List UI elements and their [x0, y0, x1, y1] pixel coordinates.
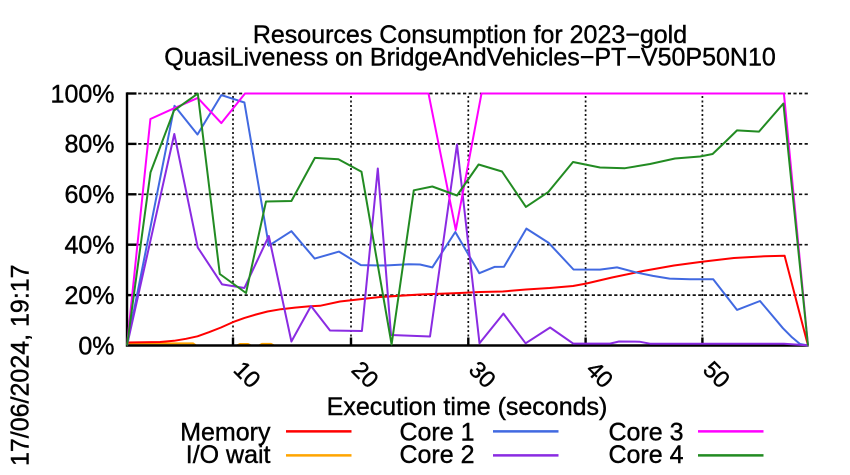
svg-text:Core 3: Core 3	[608, 419, 683, 447]
svg-text:100%: 100%	[51, 80, 115, 108]
svg-text:30: 30	[464, 356, 501, 393]
svg-text:80%: 80%	[64, 131, 114, 159]
svg-text:20: 20	[347, 356, 384, 393]
svg-text:Execution time (seconds): Execution time (seconds)	[327, 393, 608, 421]
svg-text:Core 4: Core 4	[608, 441, 683, 469]
svg-text:50: 50	[698, 356, 735, 393]
svg-text:60%: 60%	[64, 181, 114, 209]
svg-text:I/O wait: I/O wait	[186, 441, 271, 469]
svg-text:QuasiLiveness on BridgeAndVehi: QuasiLiveness on BridgeAndVehicles−PT−V5…	[164, 44, 776, 72]
svg-text:40: 40	[581, 356, 618, 393]
svg-text:40%: 40%	[64, 232, 114, 260]
svg-text:0%: 0%	[78, 332, 114, 360]
svg-text:Memory: Memory	[180, 419, 271, 447]
svg-text:20%: 20%	[64, 282, 114, 310]
svg-text:10: 10	[229, 356, 266, 393]
svg-text:Resources Consumption for 2023: Resources Consumption for 2023−gold	[253, 21, 687, 49]
svg-text:17/06/2024, 19:17: 17/06/2024, 19:17	[7, 264, 35, 466]
svg-text:Core 2: Core 2	[399, 441, 474, 469]
svg-text:Core 1: Core 1	[399, 419, 474, 447]
